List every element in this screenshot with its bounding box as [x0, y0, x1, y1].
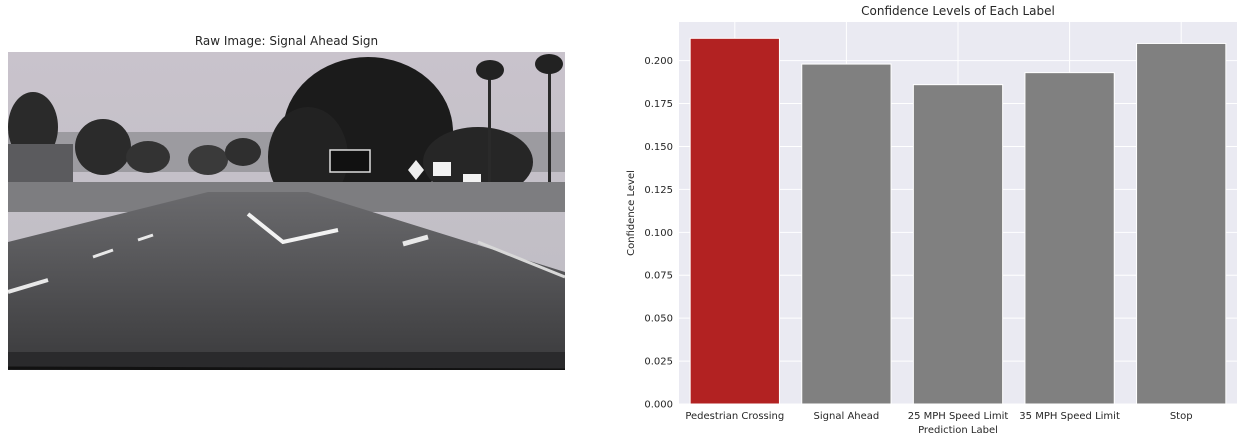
- image-title: Raw Image: Signal Ahead Sign: [194, 34, 379, 48]
- y-tick-label: 0.000: [644, 400, 673, 411]
- y-tick-label: 0.125: [644, 185, 673, 196]
- road-photo: [8, 52, 565, 370]
- y-tick-labels: 0.000 0.025 0.050 0.075 0.100 0.125 0.150 0.175…: [644, 56, 673, 410]
- confidence-bar-chart: 0.000 0.025 0.050 0.075 0.100 0.125 0.150 0.175…: [626, 4, 1237, 436]
- road-scene-image: [8, 52, 565, 370]
- bar-35-mph-speed-limit: [1024, 72, 1115, 405]
- y-tick-label: 0.025: [644, 357, 673, 368]
- bar-pedestrian-crossing: [689, 37, 780, 405]
- x-tick-label: Stop: [1170, 411, 1193, 422]
- y-tick-label: 0.100: [644, 228, 673, 239]
- bar-stop: [1136, 42, 1227, 405]
- x-axis-label: Prediction Label: [918, 425, 998, 436]
- x-tick-labels: Pedestrian Crossing Signal Ahead 25 MPH Sp…: [685, 411, 1192, 422]
- x-tick-label: 35 MPH Speed Limit: [1019, 411, 1120, 422]
- chart-title: Confidence Levels of Each Label: [861, 4, 1055, 18]
- y-tick-label: 0.175: [644, 99, 673, 110]
- y-tick-label: 0.075: [644, 271, 673, 282]
- y-tick-label: 0.200: [644, 56, 673, 67]
- x-tick-label: 25 MPH Speed Limit: [908, 411, 1009, 422]
- y-tick-label: 0.150: [644, 142, 673, 153]
- y-tick-label: 0.050: [644, 314, 673, 325]
- x-tick-label: Pedestrian Crossing: [685, 411, 784, 422]
- bar-signal-ahead: [801, 63, 892, 405]
- bars: [689, 37, 1227, 405]
- y-axis-label: Confidence Level: [626, 170, 637, 256]
- x-tick-label: Signal Ahead: [814, 411, 880, 422]
- bar-25-mph-speed-limit: [912, 84, 1004, 405]
